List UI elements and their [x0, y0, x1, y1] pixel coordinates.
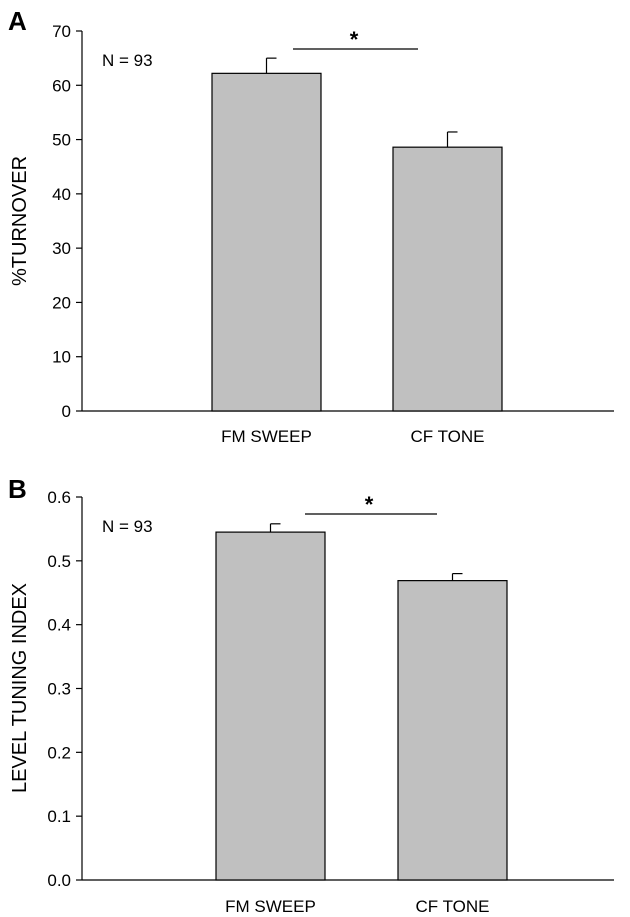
panel-a-y-tick-label: 20 — [52, 293, 71, 312]
panel-a-n-annotation: N = 93 — [102, 51, 153, 70]
panel-b: B LEVEL TUNING INDEX N = 93 0.0 0.1 0.2 0.3… — [8, 474, 614, 916]
panel-a-y-tick-label: 50 — [52, 131, 71, 150]
panel-b-ticks: 0.0 0.1 0.2 0.3 0.4 0.5 0.6 — [47, 488, 82, 890]
panel-b-letter: B — [8, 474, 27, 504]
panel-b-y-tick-label: 0.1 — [47, 807, 71, 826]
panel-b-significance-star: * — [365, 492, 374, 517]
panel-a-y-tick-label: 40 — [52, 185, 71, 204]
panel-a-category-label: FM SWEEP — [221, 427, 312, 446]
panel-a-y-axis-label: %TURNOVER — [9, 156, 31, 286]
panel-b-category-label: FM SWEEP — [225, 897, 316, 916]
panel-b-n-annotation: N = 93 — [102, 517, 153, 536]
panel-a-y-tick-label: 30 — [52, 239, 71, 258]
panel-a-y-tick-label: 60 — [52, 76, 71, 95]
panel-a-ticks: 0 10 20 30 40 50 60 70 — [52, 22, 82, 421]
panel-a-bars — [211, 57, 503, 412]
panel-b-y-tick-label: 0.3 — [47, 680, 71, 699]
panel-a-y-tick-label: 10 — [52, 348, 71, 367]
panel-a-y-tick-label: 70 — [52, 22, 71, 41]
panel-a-bar — [211, 72, 322, 412]
panel-a-y-tick-label: 0 — [62, 402, 71, 421]
panel-a-category-label: CF TONE — [411, 427, 485, 446]
panel-a-axes — [81, 31, 614, 412]
panel-b-significance: * — [305, 492, 437, 517]
panel-b-bar — [215, 531, 326, 881]
panel-b-bar — [397, 580, 508, 881]
panel-b-y-tick-label: 0.0 — [47, 871, 71, 890]
panel-b-y-axis-label: LEVEL TUNING INDEX — [9, 583, 31, 793]
panel-a: A %TURNOVER N = 93 0 10 20 30 40 50 60 70 FM SW… — [8, 6, 614, 446]
panel-b-y-tick-label: 0.5 — [47, 552, 71, 571]
panel-b-category-label: CF TONE — [416, 897, 490, 916]
panel-b-y-tick-label: 0.4 — [47, 616, 71, 635]
panel-b-bars — [215, 523, 508, 881]
panel-a-category-labels: FM SWEEP CF TONE — [221, 427, 484, 446]
panel-a-letter: A — [8, 6, 27, 36]
panel-b-category-labels: FM SWEEP CF TONE — [225, 897, 489, 916]
panel-a-significance: * — [293, 27, 418, 52]
panel-b-y-tick-label: 0.2 — [47, 743, 71, 762]
panel-a-significance-star: * — [350, 27, 359, 52]
panel-b-axes — [81, 497, 614, 881]
panel-b-y-tick-label: 0.6 — [47, 488, 71, 507]
panel-a-bar — [392, 146, 503, 412]
